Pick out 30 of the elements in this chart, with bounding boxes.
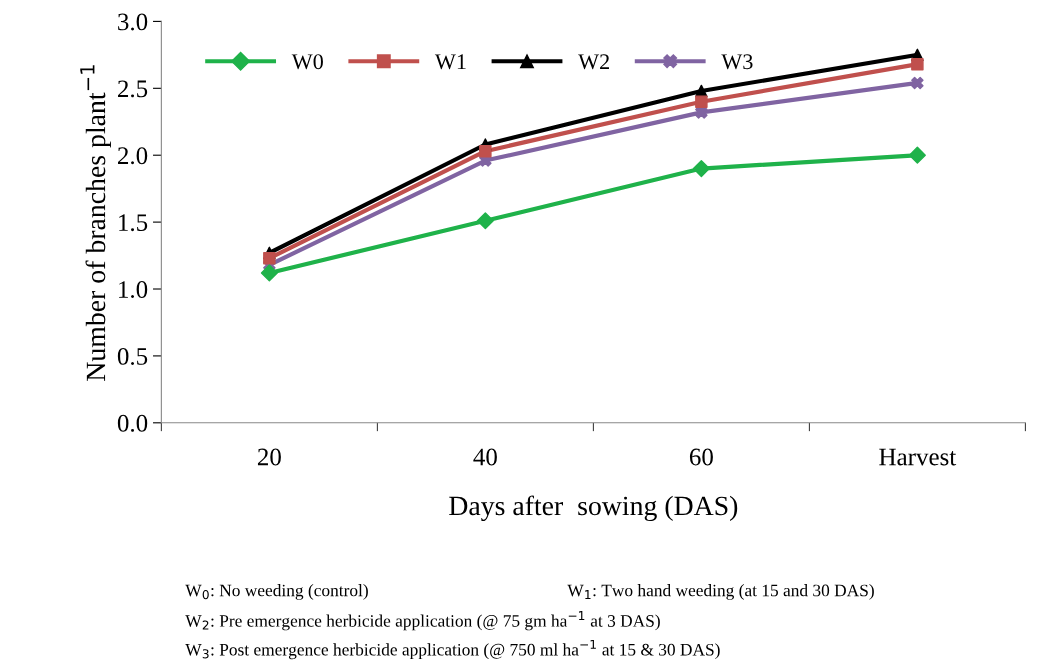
point [692, 160, 710, 178]
y-tick-label: 0.0 [117, 414, 148, 432]
x-tick-label: 20 [257, 448, 281, 466]
point [911, 76, 924, 90]
point [908, 146, 926, 164]
point [695, 95, 708, 108]
text: W$_{1}$: Two hand weeding (at 15 and 30 DAS) [567, 584, 874, 600]
y-tick-label: 1.0 [119, 281, 148, 299]
legend-label: W0 [291, 54, 323, 70]
point [260, 264, 278, 282]
point [479, 144, 492, 158]
y-tick-label: 1.5 [119, 214, 148, 232]
point [263, 251, 276, 265]
x-tick-label: 60 [689, 448, 713, 466]
text: W$_{0}$: No weeding (control) [185, 584, 368, 600]
text: W$_{2}$: Pre emergence herbicide application (@ 75 gm ha$^{−1}$ at 3 DAS) [185, 611, 660, 631]
point [476, 212, 494, 230]
x-tick-label: Harvest [879, 448, 957, 466]
legend-label: W1 [434, 54, 466, 70]
y-tick-label: 0.5 [117, 347, 148, 365]
y-tick-label: 2.0 [118, 147, 148, 165]
x-axis-title: Days after sowing (DAS) [449, 495, 738, 522]
legend-label: W2 [578, 54, 609, 70]
y-tick-label: 3.0 [118, 13, 148, 31]
y-tick-label: 2.5 [118, 80, 148, 98]
text: W$_{3}$: Post emergence herbicide application (@ 750 ml ha$^{−1}$ at 15 & 30 DAS) [185, 639, 720, 660]
x-tick-label: 40 [473, 448, 497, 466]
y-axis-title: Number of branches plant$^{−1}$ [80, 65, 111, 381]
legend-label: W3 [721, 54, 753, 70]
point [911, 57, 924, 71]
